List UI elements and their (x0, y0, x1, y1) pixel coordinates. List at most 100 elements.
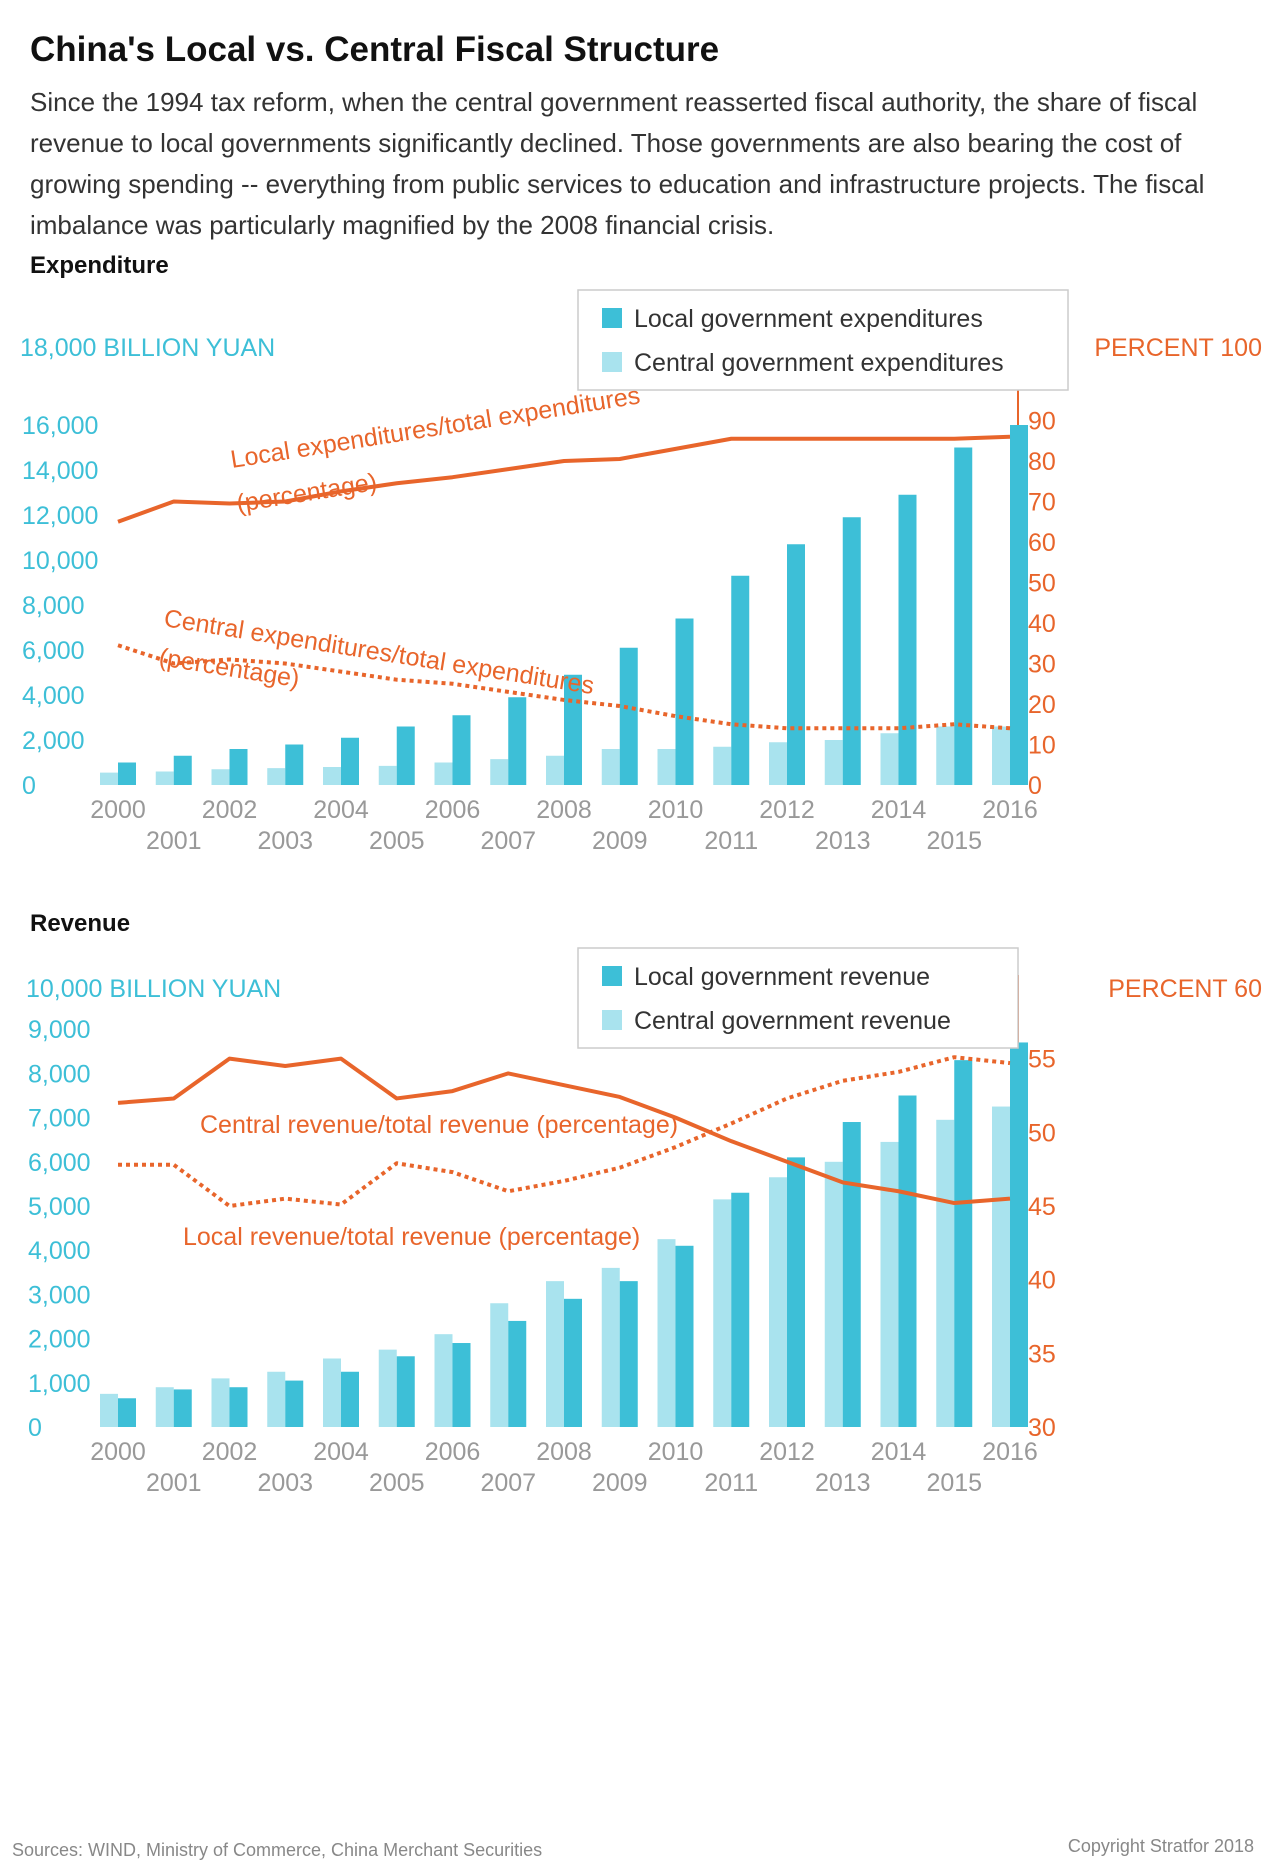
right-y-tick-label: 60 (1028, 529, 1056, 557)
left-y-tick-label: 0 (22, 772, 36, 800)
legend-swatch-local (602, 966, 622, 986)
x-tick-label: 2001 (146, 1469, 202, 1497)
right-y-tick-label: 40 (1028, 1267, 1056, 1295)
x-tick-label: 2012 (759, 1438, 815, 1466)
legend-label: Central government revenue (634, 1007, 951, 1035)
left-y-tick-label: 14,000 (22, 457, 98, 485)
right-y-tick-label: 90 (1028, 408, 1056, 436)
local-bar (173, 1389, 192, 1427)
central-bar (323, 767, 341, 785)
left-y-tick-label: 9,000 (28, 1016, 91, 1044)
local-bar (452, 715, 471, 785)
local-bar (508, 1320, 527, 1427)
central-bar (323, 1358, 341, 1427)
right-y-tick-label: 20 (1028, 691, 1056, 719)
local-bar (1010, 425, 1028, 785)
local-bar (564, 1298, 582, 1427)
x-tick-label: 2000 (90, 796, 146, 824)
central-bar (992, 726, 1010, 785)
central-bar (657, 1239, 676, 1427)
line-annotation: Central revenue/total revenue (percentag… (200, 1111, 678, 1139)
central-bar (490, 759, 509, 785)
x-tick-label: 2011 (704, 1469, 758, 1497)
central-bar (769, 742, 787, 785)
x-tick-label: 2003 (257, 827, 313, 855)
x-tick-label: 2008 (536, 796, 592, 824)
right-y-tick-label: 70 (1028, 489, 1056, 517)
legend-label: Central government expenditures (634, 349, 1004, 377)
legend-box (577, 289, 1069, 391)
x-tick-label: 2009 (592, 1469, 648, 1497)
central-bar (267, 1371, 286, 1427)
left-y-tick-label: 12,000 (22, 502, 98, 530)
left-y-tick-label: 1,000 (28, 1370, 91, 1398)
x-tick-label: 2007 (480, 1469, 536, 1497)
local-bar (731, 575, 750, 785)
sources-note: Sources: WIND, Ministry of Commerce, Chi… (12, 1840, 543, 1860)
revenue-chart: 10,000 BILLION YUAN PERCENT 60 0 1,000 2,000… (26, 947, 1262, 1497)
legend-label: Local government revenue (634, 963, 930, 991)
left-y-tick-label: 16,000 (22, 412, 98, 440)
x-tick-label: 2002 (202, 1438, 258, 1466)
revenue-section-title: Revenue (30, 910, 131, 937)
local-bar (954, 447, 973, 785)
right-y-tick-label: 35 (1028, 1340, 1056, 1368)
central-bar (713, 1199, 732, 1427)
x-tick-label: 2001 (146, 827, 202, 855)
x-tick-label: 2016 (982, 796, 1038, 824)
right-y-tick-label: 40 (1028, 610, 1056, 638)
central-bar (378, 1349, 397, 1427)
x-tick-label: 2013 (815, 1469, 871, 1497)
x-tick-label: 2002 (202, 796, 258, 824)
x-tick-label: 2016 (982, 1438, 1038, 1466)
local-bar (118, 762, 136, 785)
local-bar (731, 1192, 750, 1427)
central-bar (100, 772, 118, 785)
central-bar (100, 1393, 118, 1427)
page-title: China's Local vs. Central Fiscal Structu… (30, 30, 720, 69)
x-tick-label: 2011 (704, 827, 758, 855)
local-bar (842, 1122, 861, 1427)
left-y-tick-label: 8,000 (28, 1060, 91, 1088)
local-bar (675, 1245, 694, 1427)
central-bar (434, 1334, 453, 1427)
x-tick-label: 2008 (536, 1438, 592, 1466)
local-bar (619, 647, 638, 785)
local-bar (452, 1343, 471, 1427)
right-y-tick-label: 45 (1028, 1193, 1056, 1221)
copyright-note: Copyright Stratfor 2018 (1067, 1836, 1254, 1856)
right-y-tick-label: 0 (1028, 772, 1042, 800)
central-bar (546, 1281, 564, 1427)
left-y-tick-label: 6,000 (28, 1149, 91, 1177)
central-bar (155, 1387, 174, 1427)
left-axis-label: 10,000 BILLION YUAN (26, 975, 281, 1003)
x-tick-label: 2010 (648, 1438, 704, 1466)
expenditure-chart: 18,000 BILLION YUAN PERCENT 100 0 2,000 4,00… (20, 289, 1262, 855)
local-bar (341, 737, 359, 785)
left-y-tick-label: 6,000 (22, 637, 85, 665)
legend-label: Local government expenditures (634, 305, 983, 333)
x-tick-label: 2005 (369, 827, 425, 855)
central-bar (824, 1161, 843, 1427)
local-bar (898, 1095, 917, 1427)
local-bar (675, 618, 694, 785)
local-bar (118, 1398, 136, 1427)
right-axis-label: PERCENT 100 (1094, 334, 1262, 362)
left-y-tick-label: 3,000 (28, 1281, 91, 1309)
x-tick-label: 2007 (480, 827, 536, 855)
left-y-tick-label: 10,000 (22, 547, 98, 575)
central-bar (211, 769, 230, 785)
left-y-tick-label: 0 (28, 1414, 42, 1442)
central-bar (936, 1119, 955, 1427)
local-bar (396, 726, 415, 785)
central-bar (824, 740, 843, 785)
central-bar (155, 771, 174, 785)
line-annotation: Local revenue/total revenue (percentage) (183, 1223, 640, 1251)
central-bar (601, 1267, 620, 1427)
right-y-tick-label: 80 (1028, 448, 1056, 476)
local-bar (787, 544, 805, 785)
line-annotation: Central expenditures/total expenditures (162, 604, 596, 700)
local-bar (787, 1157, 805, 1427)
left-y-tick-label: 7,000 (28, 1105, 91, 1133)
local-bar (229, 749, 248, 785)
